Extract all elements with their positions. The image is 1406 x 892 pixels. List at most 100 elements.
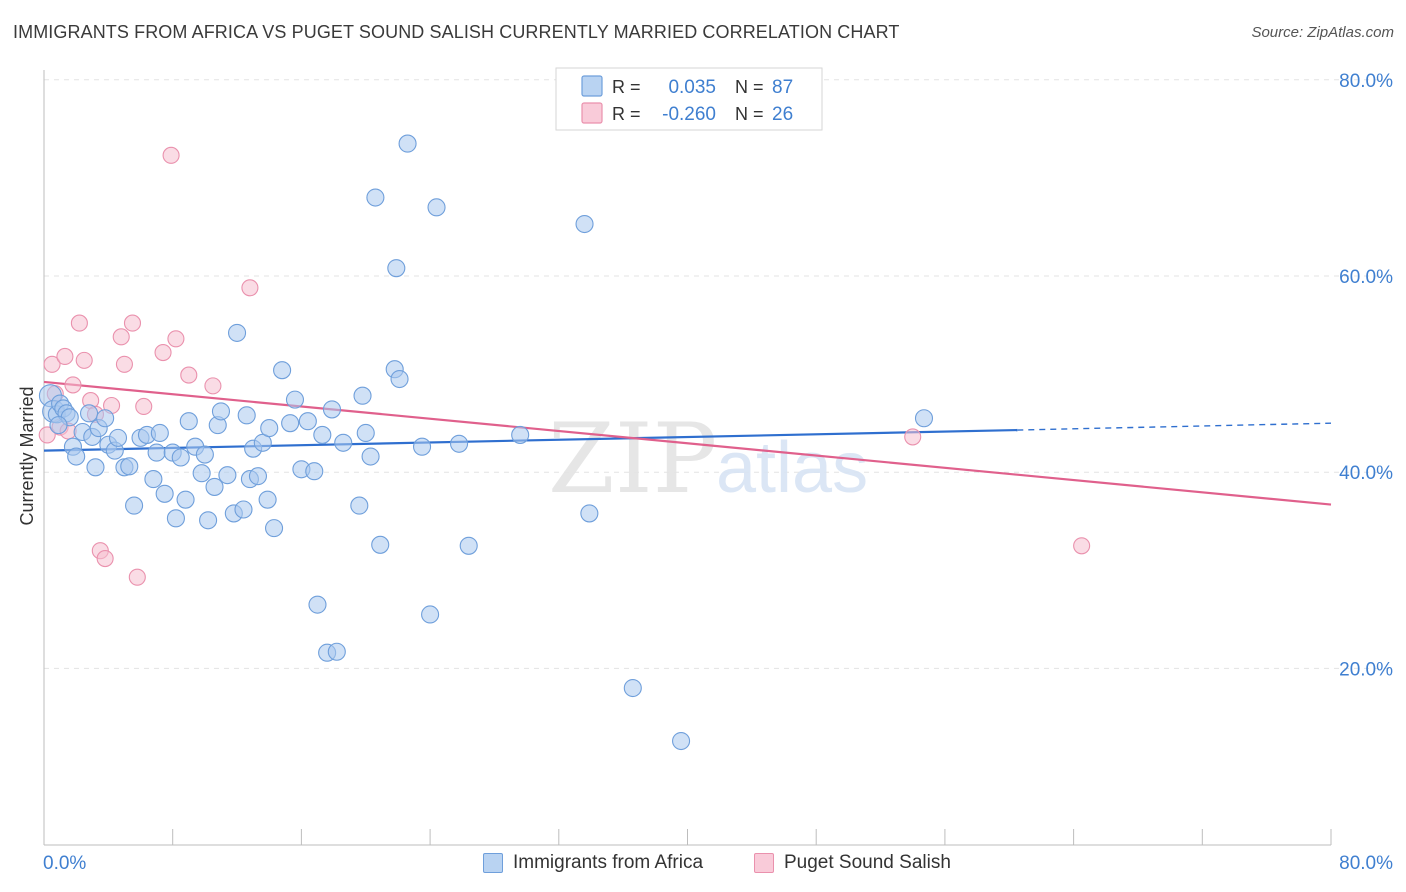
- africa-point: [334, 433, 353, 452]
- africa-point: [192, 464, 211, 483]
- africa-point: [356, 423, 375, 443]
- africa-point: [86, 458, 105, 477]
- africa-point: [305, 462, 324, 481]
- legend-r-value-1: 0.035: [668, 77, 716, 98]
- grid-lines: [44, 79, 1392, 669]
- legend-item-puget-sound-salish[interactable]: Puget Sound Salish: [754, 852, 951, 874]
- source-label: Source: ZipAtlas.com: [1251, 24, 1394, 41]
- africa-point: [120, 457, 139, 476]
- legend-swatch-blue-icon: [483, 853, 503, 873]
- salish-point: [38, 426, 56, 444]
- series-puget-sound-salish: [38, 146, 1091, 586]
- africa-point: [672, 731, 691, 751]
- legend-label-salish: Puget Sound Salish: [784, 852, 951, 873]
- trend-line-africa-extension: [1017, 422, 1332, 431]
- chart-title: IMMIGRANTS FROM AFRICA VS PUGET SOUND SA…: [13, 22, 900, 42]
- africa-point: [234, 500, 253, 519]
- africa-point: [199, 511, 218, 530]
- africa-point: [327, 642, 346, 661]
- africa-point: [166, 509, 185, 528]
- salish-point: [1073, 537, 1091, 555]
- africa-point: [108, 428, 128, 447]
- salish-point: [162, 146, 180, 164]
- africa-point: [308, 595, 327, 614]
- legend-item-immigrants-from-africa[interactable]: Immigrants from Africa: [483, 852, 703, 874]
- africa-point: [147, 443, 166, 462]
- africa-point: [176, 490, 195, 509]
- legend-swatch-pink-icon: [754, 853, 774, 873]
- africa-point: [298, 412, 317, 431]
- africa-point: [248, 467, 268, 486]
- legend-bottom: Immigrants from Africa Puget Sound Salis…: [0, 852, 1406, 878]
- africa-point: [273, 361, 292, 380]
- africa-point: [155, 484, 174, 503]
- africa-point: [623, 678, 642, 698]
- legend-swatch-blue: [581, 75, 603, 97]
- africa-point: [914, 409, 934, 428]
- africa-point: [228, 323, 247, 342]
- africa-point: [281, 414, 300, 433]
- legend-n-label-2: N =: [735, 104, 764, 124]
- series-immigrants-from-africa: [38, 134, 934, 751]
- watermark: ZIP atlas: [548, 403, 868, 515]
- legend-r-label-2: R =: [612, 104, 641, 124]
- salish-point: [123, 314, 142, 332]
- africa-point: [350, 496, 369, 515]
- legend-label-africa: Immigrants from Africa: [513, 852, 704, 873]
- legend-n-label-1: N =: [735, 77, 764, 97]
- africa-point: [361, 447, 380, 466]
- salish-point: [128, 568, 146, 586]
- legend-r-label-1: R =: [612, 77, 641, 97]
- africa-point: [427, 198, 446, 217]
- africa-point: [450, 434, 469, 453]
- salish-point: [112, 328, 130, 346]
- africa-point: [575, 214, 594, 234]
- salish-point: [135, 397, 153, 416]
- salish-point: [204, 377, 222, 395]
- trend-line-salish: [43, 380, 1332, 506]
- africa-point: [237, 406, 256, 425]
- africa-point: [171, 448, 190, 467]
- salish-point: [115, 355, 133, 373]
- africa-point: [144, 470, 163, 489]
- salish-point: [64, 376, 82, 394]
- watermark-zip: ZIP: [548, 403, 717, 515]
- africa-point: [353, 386, 372, 405]
- salish-point: [96, 549, 114, 568]
- africa-point: [511, 425, 530, 444]
- y-axis-label: Currently Married: [17, 386, 37, 525]
- y-tick-label-40: 40.0%: [1339, 463, 1393, 484]
- africa-point: [195, 445, 214, 464]
- africa-point: [398, 134, 417, 153]
- legend-r-value-2: -0.260: [662, 104, 716, 125]
- africa-point: [580, 504, 599, 523]
- africa-point: [421, 605, 440, 624]
- legend-swatch-pink: [581, 102, 603, 124]
- salish-point: [180, 366, 198, 384]
- africa-point: [205, 477, 224, 496]
- africa-point: [265, 519, 284, 538]
- salish-point: [154, 343, 172, 362]
- salish-point: [43, 355, 61, 373]
- africa-point: [125, 496, 144, 515]
- africa-point: [179, 412, 198, 431]
- africa-point: [459, 536, 478, 555]
- africa-point: [150, 423, 169, 443]
- africa-point: [387, 259, 406, 278]
- y-tick-label-20: 20.0%: [1339, 659, 1393, 680]
- africa-point: [371, 535, 390, 554]
- y-tick-label-60: 60.0%: [1339, 267, 1393, 288]
- africa-point: [366, 188, 385, 207]
- salish-point: [70, 314, 88, 332]
- africa-point: [313, 425, 332, 444]
- africa-point: [413, 437, 432, 456]
- africa-point: [285, 390, 305, 409]
- africa-point: [79, 404, 99, 423]
- legend-top: R = 0.035 N = 87 R = -0.260 N = 26: [555, 67, 823, 131]
- x-tick-label-min: 0.0%: [43, 853, 86, 874]
- legend-n-value-2: 26: [772, 104, 793, 125]
- salish-point: [56, 347, 74, 366]
- africa-point: [258, 490, 277, 509]
- africa-point: [96, 409, 115, 428]
